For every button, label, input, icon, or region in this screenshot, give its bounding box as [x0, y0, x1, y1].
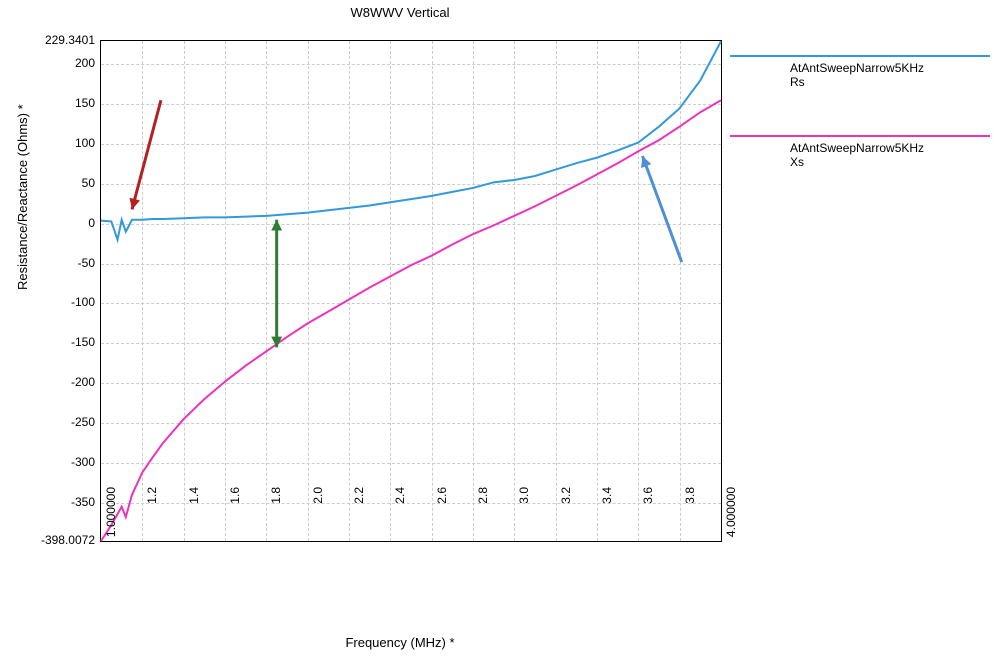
blue-arrow: [642, 156, 681, 262]
ytick-label: -50: [25, 256, 95, 270]
xtick-label: 3.6: [641, 487, 655, 547]
ytick-label: -200: [25, 375, 95, 389]
ytick-label: -350: [25, 495, 95, 509]
legend-label: AtAntSweepNarrow5KHz: [730, 141, 990, 155]
xtick-label: 2.4: [393, 487, 407, 547]
ytick-label: -150: [25, 335, 95, 349]
legend-label: AtAntSweepNarrow5KHz: [730, 61, 990, 75]
chart-container: W8WWV Vertical Resistance/Reactance (Ohm…: [0, 0, 997, 665]
ytick-label: 200: [25, 56, 95, 70]
ytick-label: -398.0072: [25, 533, 95, 547]
xtick-label: 1.6: [228, 487, 242, 547]
xtick-label: 3.2: [559, 487, 573, 547]
xtick-label: 2.2: [352, 487, 366, 547]
xtick-label: 3.4: [600, 487, 614, 547]
xtick-label: 3.8: [683, 487, 697, 547]
xtick-label: 3.0: [517, 487, 531, 547]
ytick-label: 0: [25, 216, 95, 230]
xtick-label: 1.8: [269, 487, 283, 547]
xtick-label: 1.4: [187, 487, 201, 547]
ytick-label: 229.3401: [25, 33, 95, 47]
xtick-label: 2.6: [435, 487, 449, 547]
xtick-label: 1.2: [145, 487, 159, 547]
xtick-label: 2.8: [476, 487, 490, 547]
ytick-label: 150: [25, 96, 95, 110]
ytick-label: 100: [25, 136, 95, 150]
legend-item: AtAntSweepNarrow5KHz Rs: [730, 55, 990, 90]
xtick-label: 2.0: [311, 487, 325, 547]
ytick-label: -250: [25, 415, 95, 429]
xtick-label: 4.000000: [724, 487, 738, 547]
ytick-label: 50: [25, 176, 95, 190]
annotations-svg: [101, 41, 721, 541]
ytick-label: -100: [25, 295, 95, 309]
ytick-label: -300: [25, 455, 95, 469]
chart-title: W8WWV Vertical: [0, 5, 800, 20]
legend-sublabel: Xs: [730, 155, 990, 169]
xtick-label: 1.000000: [104, 487, 118, 547]
legend-swatch: [730, 55, 990, 57]
legend-sublabel: Rs: [730, 75, 990, 89]
x-axis-label: Frequency (MHz) *: [0, 635, 800, 650]
legend-item: AtAntSweepNarrow5KHz Xs: [730, 135, 990, 170]
legend-swatch: [730, 135, 990, 137]
plot-area: [100, 40, 722, 542]
red-arrow: [132, 100, 161, 209]
